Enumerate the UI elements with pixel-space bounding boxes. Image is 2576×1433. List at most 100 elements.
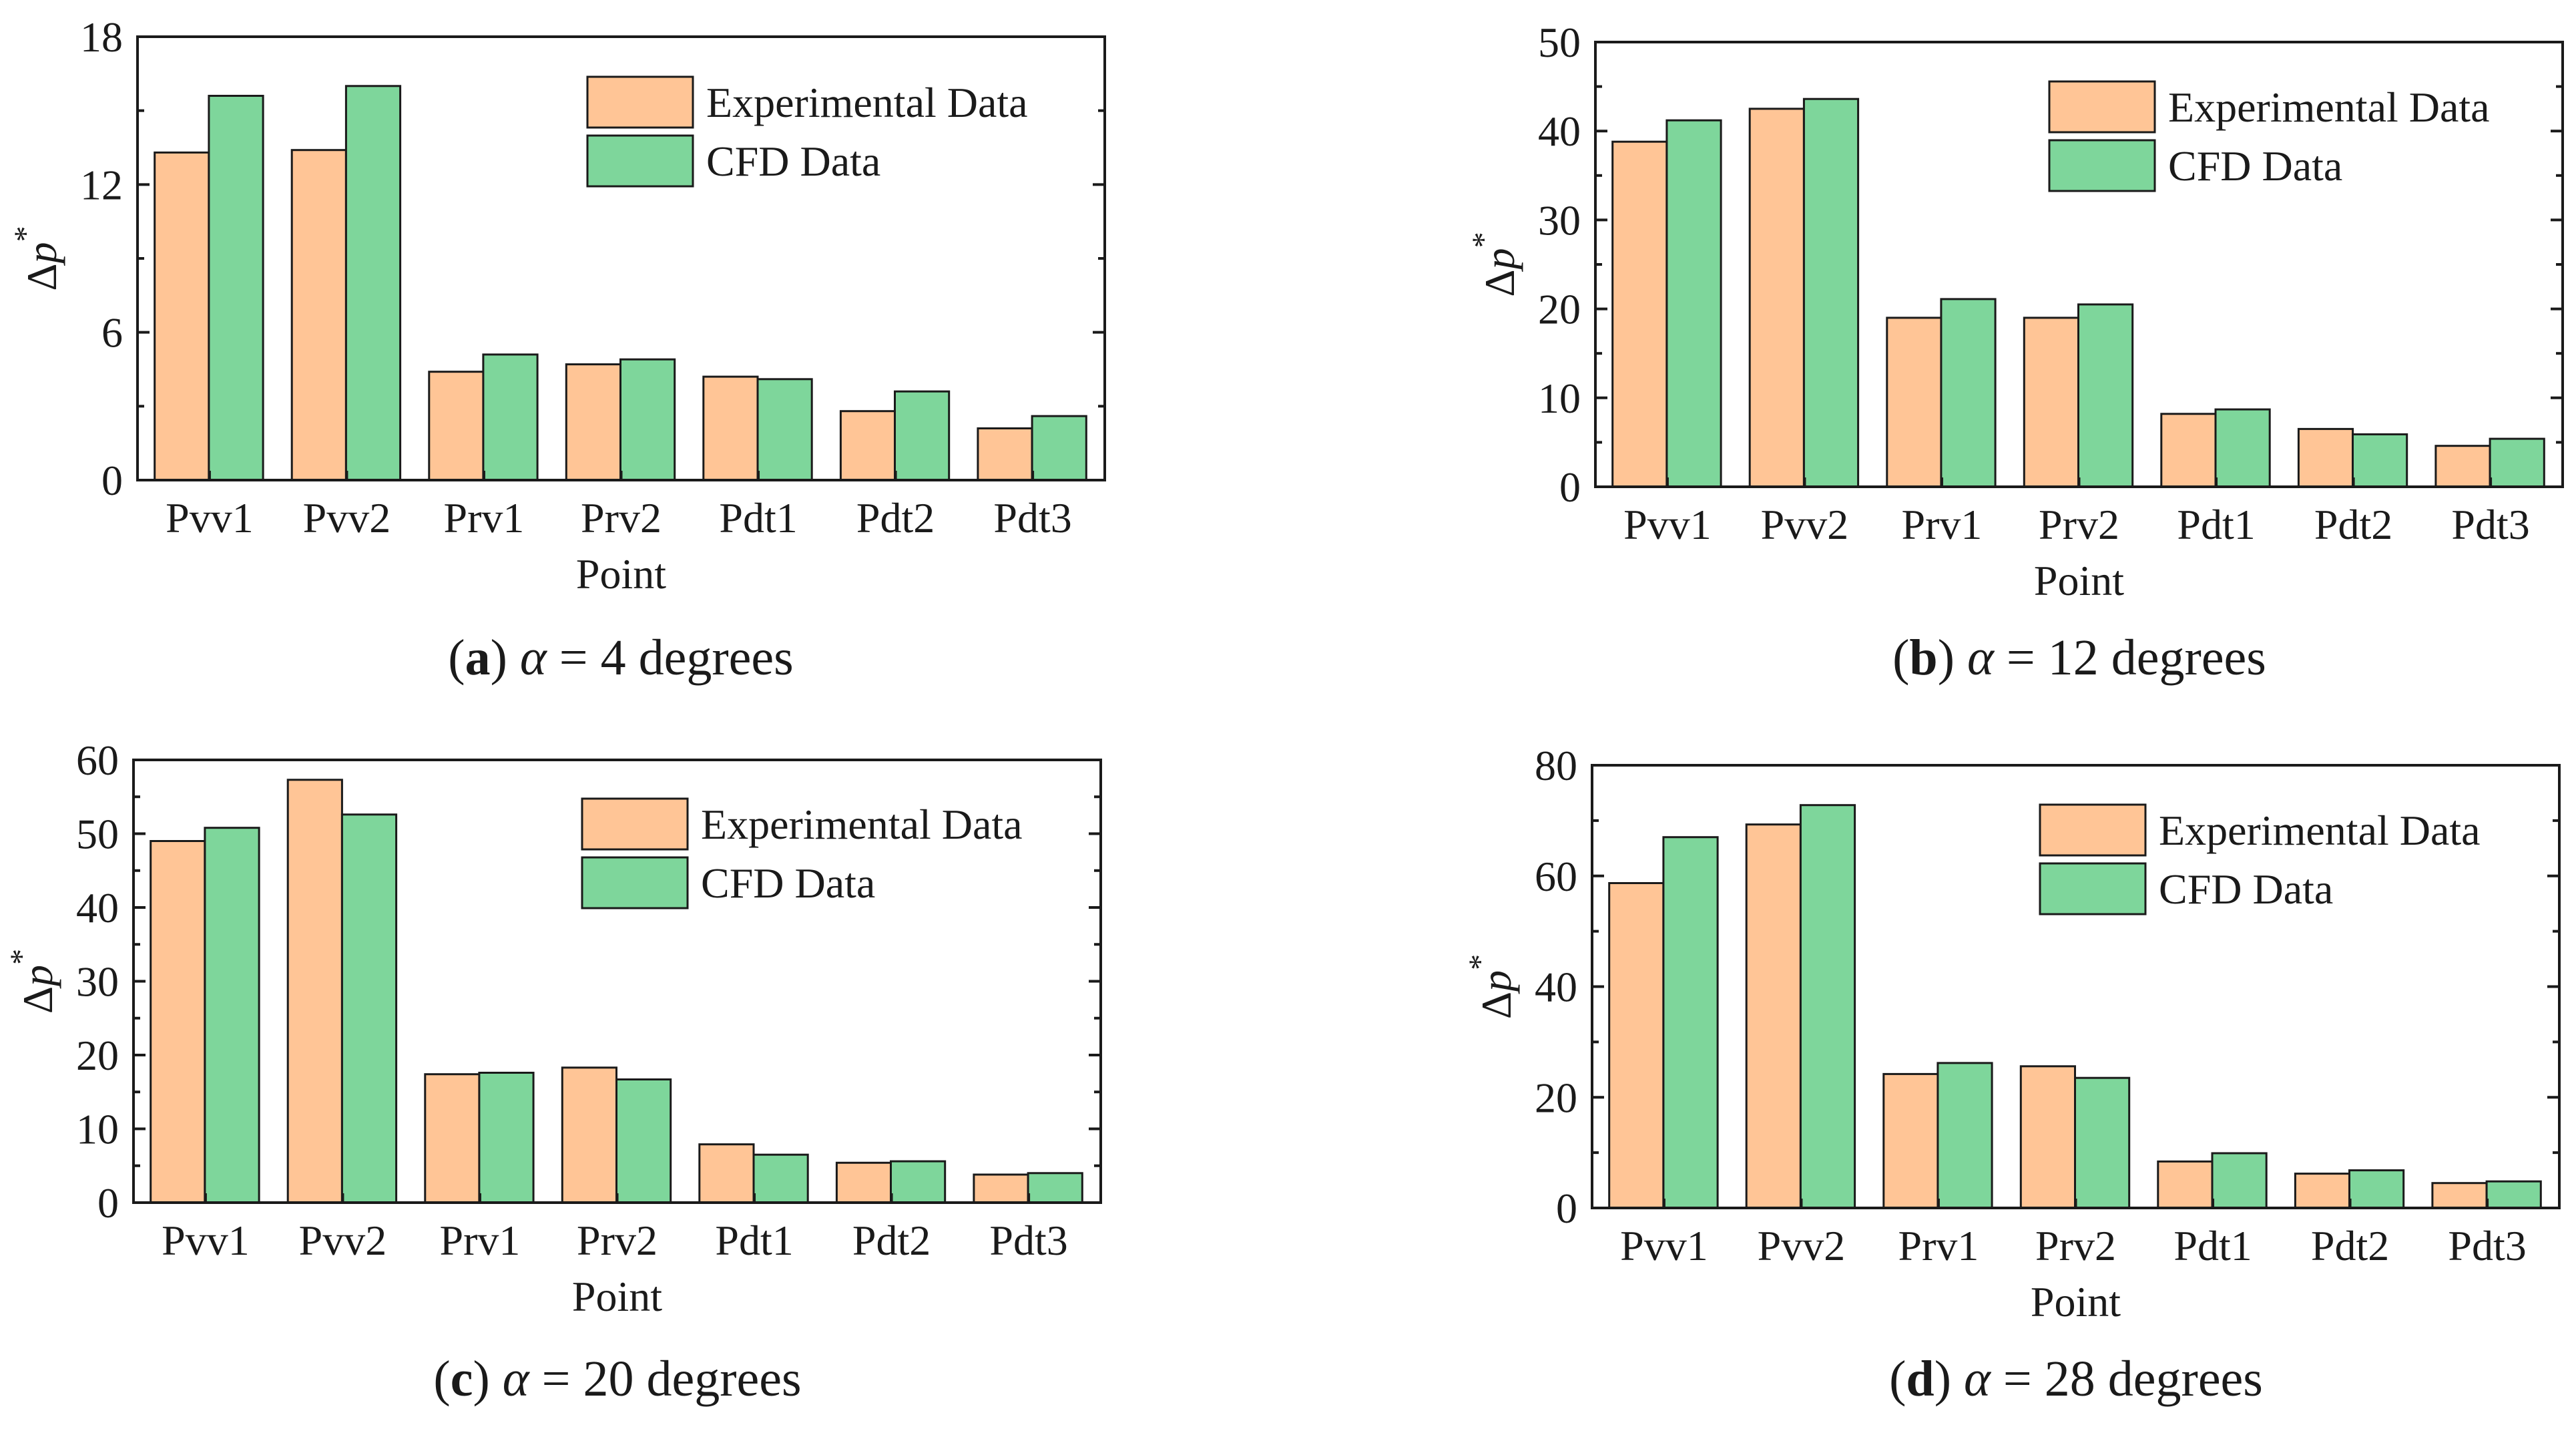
y-axis-label-superscript: * <box>8 226 43 242</box>
y-tick-label: 0 <box>1559 463 1581 511</box>
caption-letter: c <box>451 1351 473 1407</box>
x-tick-label-prv1: Prv1 <box>1902 501 1983 548</box>
bar-experimental-prv2 <box>2019 1065 2077 1209</box>
x-axis-label: Point <box>2031 1278 2121 1325</box>
y-axis-label-superscript: * <box>4 949 39 965</box>
y-tick-label: 60 <box>76 737 119 784</box>
bar-experimental-pdt2 <box>839 410 896 481</box>
panel-caption: (a) α = 4 degrees <box>448 630 793 686</box>
bar-cfd-pdt1 <box>2211 1152 2268 1209</box>
x-tick-label-pdt2: Pdt2 <box>2314 501 2392 548</box>
x-tick-label-pvv1: Pvv1 <box>162 1217 250 1264</box>
y-tick-label: 10 <box>76 1106 119 1153</box>
x-tick-label-prv2: Prv2 <box>2039 501 2119 548</box>
legend-label-cfd: CFD Data <box>706 138 880 185</box>
caption-close-paren: ) <box>473 1351 502 1407</box>
y-axis-label-variable: p <box>14 965 61 989</box>
bar-experimental-pdt1 <box>2157 1160 2214 1209</box>
y-tick-label: 0 <box>1556 1185 1577 1232</box>
chart-panel-b: 0 10 20 30 40 50 Pvv1 Pvv2 Prv1 Prv2 Pdt1 Pdt2 Pdt3 P… <box>1466 19 2564 686</box>
bar-experimental-prv1 <box>1886 317 1943 488</box>
y-tick-label: 20 <box>76 1032 119 1079</box>
bar-cfd-pvv1 <box>1665 119 1722 488</box>
bar-experimental-pvv2 <box>1745 823 1802 1209</box>
y-tick-label: 10 <box>1538 375 1581 422</box>
x-tick-label-pvv1: Pvv1 <box>1620 1222 1708 1269</box>
chart-panel-a: 0 6 12 18 Pvv1 Pvv2 Prv1 Prv2 Pdt1 Pdt2 Pdt3 Point Δ… <box>8 13 1106 686</box>
caption-open-paren: ( <box>448 630 465 686</box>
caption-close-paren: ) <box>1938 630 1967 686</box>
bar-experimental-pdt3 <box>977 427 1033 481</box>
y-tick-label: 18 <box>80 13 123 61</box>
legend-swatch-experimental <box>2039 803 2147 857</box>
bar-experimental-pdt1 <box>698 1143 755 1204</box>
bar-cfd-pdt2 <box>2348 1169 2405 1209</box>
caption-open-paren: ( <box>433 1351 450 1407</box>
legend-label-cfd: CFD Data <box>2159 865 2333 913</box>
caption-symbol: α <box>1964 1351 1992 1407</box>
legend-label-cfd: CFD Data <box>2168 142 2342 190</box>
y-tick-label: 20 <box>1535 1074 1577 1121</box>
bar-cfd-pdt2 <box>894 390 951 481</box>
y-axis-label-superscript: * <box>1463 954 1498 970</box>
x-tick-label-prv1: Prv1 <box>1898 1222 1979 1269</box>
legend-label-experimental: Experimental Data <box>2159 807 2481 854</box>
caption-letter: d <box>1906 1351 1934 1407</box>
bar-experimental-pvv2 <box>1748 108 1805 488</box>
x-tick-label-pvv2: Pvv2 <box>303 494 391 542</box>
x-axis-label: Point <box>576 550 666 598</box>
y-tick-label: 80 <box>1535 742 1577 789</box>
y-axis-label: Δp* <box>4 949 61 1014</box>
panel-caption: (c) α = 20 degrees <box>433 1351 801 1407</box>
y-tick-label: 50 <box>76 811 119 858</box>
chart-panel-c: 0 10 20 30 40 50 60 Pvv1 Pvv2 Prv1 Prv2 Pdt1 Pdt2 Pdt… <box>4 737 1102 1407</box>
x-tick-label-prv1: Prv1 <box>440 1217 521 1264</box>
y-tick-label: 0 <box>101 457 123 504</box>
x-tick-label-pdt3: Pdt3 <box>2448 1222 2526 1269</box>
y-axis-label-variable: p <box>1476 248 1523 272</box>
bar-cfd-pdt2 <box>890 1160 947 1204</box>
y-tick-label: 6 <box>101 309 123 357</box>
x-tick-label-pvv2: Pvv2 <box>1761 501 1849 548</box>
bar-experimental-prv2 <box>565 363 621 481</box>
x-tick-label-prv1: Prv1 <box>444 494 525 542</box>
bar-experimental-pdt1 <box>2160 413 2217 488</box>
bar-experimental-pdt1 <box>702 375 759 481</box>
bar-cfd-prv1 <box>1940 298 1997 488</box>
chart-panel-d: 0 20 40 60 80 Pvv1 Pvv2 Prv1 Prv2 Pdt1 Pdt2 Pdt3 Poi… <box>1463 742 2561 1407</box>
x-tick-label-pdt2: Pdt2 <box>852 1217 931 1264</box>
bar-cfd-pdt3 <box>2485 1180 2542 1209</box>
bar-cfd-pdt3 <box>2489 437 2545 488</box>
y-tick-label: 40 <box>1538 108 1581 155</box>
x-tick-label-pdt1: Pdt1 <box>719 494 797 542</box>
y-axis-label-symbol: Δ <box>1473 992 1520 1019</box>
bar-cfd-pdt3 <box>1031 415 1087 481</box>
legend-swatch-cfd <box>2048 139 2156 192</box>
y-tick-label: 30 <box>76 958 119 1006</box>
y-tick-label: 60 <box>1535 853 1577 900</box>
y-tick-label: 50 <box>1538 19 1581 66</box>
legend-swatch-experimental <box>581 797 689 851</box>
caption-symbol: α <box>503 1351 531 1407</box>
legend-swatch-cfd <box>2039 862 2147 915</box>
x-tick-label-prv2: Prv2 <box>2035 1222 2116 1269</box>
legend-label-experimental: Experimental Data <box>701 801 1023 848</box>
caption-text: = 20 degrees <box>529 1351 802 1407</box>
caption-close-paren: ) <box>1935 1351 1964 1407</box>
y-tick-label: 20 <box>1538 286 1581 333</box>
bar-cfd-pvv2 <box>340 813 398 1204</box>
bar-experimental-pvv2 <box>290 149 347 481</box>
x-axis-label: Point <box>572 1273 662 1320</box>
bar-cfd-pvv2 <box>344 85 402 481</box>
bar-experimental-pvv2 <box>286 779 343 1204</box>
bar-experimental-prv2 <box>561 1066 617 1204</box>
caption-text: = 4 degrees <box>547 630 794 686</box>
x-tick-label-pdt3: Pdt3 <box>2451 501 2529 548</box>
bar-cfd-prv2 <box>619 358 676 481</box>
legend-swatch-cfd <box>581 856 689 909</box>
y-axis-label: Δp* <box>1463 954 1520 1019</box>
bar-cfd-prv1 <box>482 353 539 481</box>
caption-open-paren: ( <box>1889 1351 1906 1407</box>
bar-experimental-pdt2 <box>835 1161 892 1204</box>
